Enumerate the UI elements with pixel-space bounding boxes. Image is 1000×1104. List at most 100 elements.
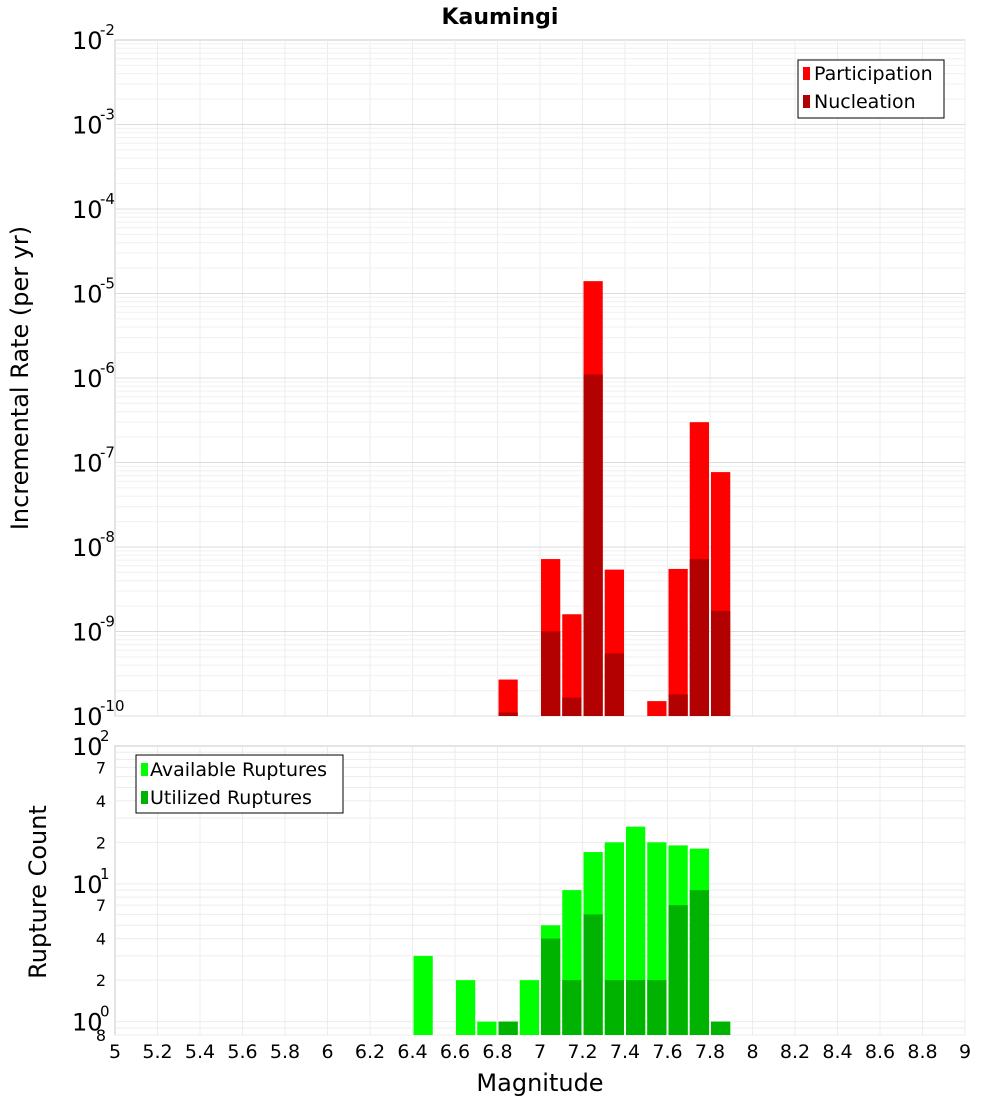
- x-ticks: 5 5.2 5.4 5.6 5.8 6 6.2 6.4 6.6 6.8 7 7.2 7.4 7.6 7.8 8…: [109, 1041, 971, 1063]
- top-legend-box: [797, 59, 945, 119]
- top-grid: [115, 40, 966, 717]
- top-y-tick-label: 10: [72, 281, 103, 309]
- x-tick-label: 7.2: [567, 1041, 597, 1063]
- x-tick-label: 5.6: [227, 1041, 257, 1063]
- x-tick-label: 7.8: [695, 1041, 725, 1063]
- bottom-bar-s0: [456, 980, 476, 1035]
- x-tick-label: 7.6: [652, 1041, 682, 1063]
- bottom-bar-s1: [626, 980, 646, 1035]
- top-bar-s0: [562, 614, 582, 716]
- bottom-legend: Available Ruptures Utilized Ruptures: [135, 754, 344, 814]
- x-tick-label: 8.6: [865, 1041, 895, 1063]
- top-y-tick-label: 10: [72, 196, 103, 224]
- top-bars: [498, 281, 731, 716]
- x-tick-label: 7.4: [610, 1041, 640, 1063]
- top-bar-s1: [689, 559, 709, 716]
- x-tick-label: 5.4: [185, 1041, 215, 1063]
- x-tick-label: 7: [534, 1041, 546, 1063]
- top-y-tick-exponent: -10: [100, 697, 125, 715]
- bottom-y-tick-exponent: 0: [100, 1003, 110, 1021]
- top-y-tick-label: 10: [72, 703, 103, 731]
- x-tick-label: 5: [109, 1041, 121, 1063]
- bottom-y-tick-label: 10: [72, 1009, 103, 1037]
- bottom-bar-s0: [477, 1021, 497, 1035]
- x-tick-label: 6.6: [440, 1041, 470, 1063]
- top-y-tick-exponent: -8: [100, 528, 115, 546]
- top-y-tick-exponent: -7: [100, 444, 115, 462]
- bottom-bar-s1: [541, 938, 561, 1035]
- bottom-grid: [115, 746, 966, 1036]
- bottom-bars: [413, 826, 731, 1035]
- bottom-y-minor-tick-label: 7: [96, 896, 106, 915]
- top-y-tick-label: 10: [72, 534, 103, 562]
- top-bar-s0: [498, 679, 518, 716]
- bottom-legend-box: [135, 754, 344, 814]
- top-bar-s1: [604, 653, 624, 716]
- x-tick-label: 6.8: [482, 1041, 512, 1063]
- top-bar-s1: [562, 697, 582, 716]
- x-tick-label: 9: [959, 1041, 971, 1063]
- chart-title: Kaumingi: [442, 5, 559, 30]
- top-y-tick-exponent: -2: [100, 21, 115, 39]
- legend-swatch-available: [141, 763, 148, 776]
- bottom-bar-s0: [519, 980, 539, 1035]
- bottom-y-tick-exponent: 2: [100, 727, 110, 745]
- top-bar-s1: [668, 694, 688, 716]
- legend-swatch-utilized: [141, 791, 148, 804]
- top-y-tick-label: 10: [72, 450, 103, 478]
- legend-label-nucleation: Nucleation: [814, 91, 916, 113]
- top-y-tick-label: 10: [72, 365, 103, 393]
- bottom-y-tick-exponent: 1: [100, 865, 110, 883]
- bottom-bar-s1: [647, 980, 667, 1035]
- x-tick-label: 5.8: [270, 1041, 300, 1063]
- x-tick-label: 8.4: [822, 1041, 852, 1063]
- bottom-y-minor-tick-label: 7: [96, 758, 106, 777]
- top-y-tick-exponent: -4: [100, 190, 115, 208]
- top-y-tick-label: 10: [72, 27, 103, 55]
- legend-label-utilized: Utilized Ruptures: [150, 787, 312, 809]
- top-y-tick-exponent: -6: [100, 359, 115, 377]
- top-y-tick-exponent: -5: [100, 275, 115, 293]
- top-bar-s1: [498, 712, 518, 716]
- top-bar-s1: [583, 374, 603, 716]
- x-tick-label: 5.2: [142, 1041, 172, 1063]
- bottom-bar-s1: [562, 980, 582, 1035]
- x-tick-label: 6.2: [355, 1041, 385, 1063]
- x-tick-label: 8: [746, 1041, 758, 1063]
- bottom-bar-s1: [583, 914, 603, 1035]
- x-tick-label: 8.2: [780, 1041, 810, 1063]
- bottom-y-minor-tick-label: 2: [96, 833, 106, 852]
- bottom-bar-s0: [413, 955, 433, 1035]
- bottom-y-axis-label: Rupture Count: [24, 805, 52, 979]
- top-bar-s1: [711, 610, 731, 716]
- top-y-tick-label: 10: [72, 619, 103, 647]
- bottom-y-minor-tick-label: 2: [96, 971, 106, 990]
- bottom-bar-s1: [689, 890, 709, 1035]
- bottom-bar-s1: [498, 1021, 518, 1035]
- top-y-tick-label: 10: [72, 112, 103, 140]
- bottom-bar-s1: [604, 980, 624, 1035]
- bottom-y-minor-tick-label: 8: [96, 1026, 106, 1045]
- bottom-bar-s1: [668, 905, 688, 1035]
- top-bar-s0: [647, 701, 667, 716]
- top-bar-s1: [541, 631, 561, 716]
- legend-label-available: Available Ruptures: [150, 759, 327, 781]
- bottom-y-minor-tick-label: 4: [96, 792, 106, 811]
- bottom-y-tick-label: 10: [72, 871, 103, 899]
- top-panel: 10-210-310-410-510-610-710-810-910-10 In…: [6, 21, 966, 731]
- top-y-axis-label: Incremental Rate (per yr): [6, 226, 34, 530]
- x-tick-label: 8.8: [907, 1041, 937, 1063]
- x-tick-label: 6: [321, 1041, 333, 1063]
- top-y-tick-exponent: -9: [100, 613, 115, 631]
- top-y-ticks: 10-210-310-410-510-610-710-810-910-10: [72, 21, 125, 731]
- top-bar-s0: [668, 568, 688, 716]
- bottom-bar-s1: [711, 1021, 731, 1035]
- x-tick-label: 6.4: [397, 1041, 427, 1063]
- bottom-y-minor-tick-label: 4: [96, 930, 106, 949]
- x-axis-label: Magnitude: [476, 1069, 603, 1097]
- top-legend: Participation Nucleation: [797, 59, 945, 119]
- legend-label-participation: Participation: [814, 63, 933, 85]
